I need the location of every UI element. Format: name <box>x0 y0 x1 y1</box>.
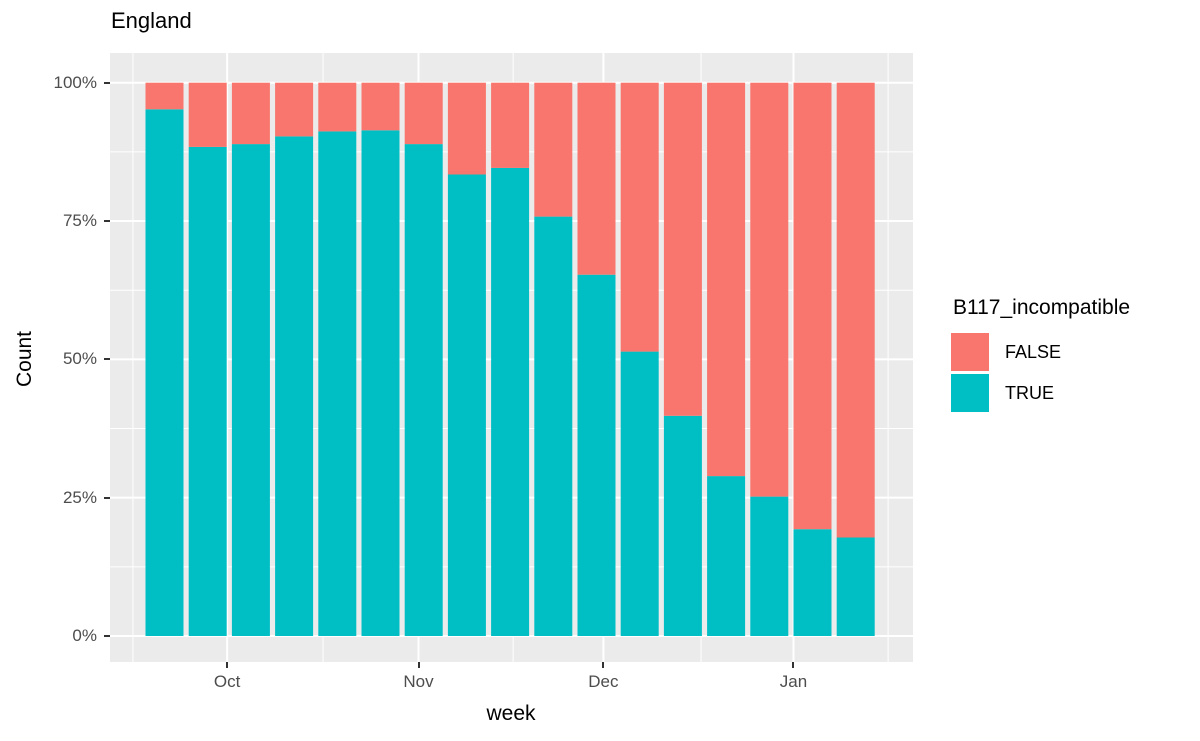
legend-item-false: FALSE <box>951 333 1130 371</box>
bar-segment-false-week-5 <box>318 82 357 132</box>
bar-segment-true-week-10 <box>534 216 573 636</box>
legend-swatch-false-icon <box>951 333 989 371</box>
bar-segment-false-week-14 <box>707 82 746 477</box>
bar-segment-false-week-16 <box>793 82 832 530</box>
y-tick-mark <box>104 220 110 223</box>
bar-segment-false-week-1 <box>145 82 184 110</box>
bar-segment-false-week-10 <box>534 82 573 217</box>
bar-segment-true-week-6 <box>361 130 400 637</box>
bar-segment-false-week-4 <box>275 82 314 137</box>
bar-segment-true-week-9 <box>491 167 530 636</box>
y-tick-mark <box>104 81 110 84</box>
bar-segment-false-week-3 <box>231 82 270 145</box>
bar-segment-true-week-12 <box>620 351 659 636</box>
x-axis-title: week <box>486 702 536 725</box>
bar-segment-true-week-14 <box>707 476 746 636</box>
y-tick-label: 50% <box>62 349 97 369</box>
legend-title: B117_incompatible <box>953 296 1131 319</box>
bar-segment-false-week-7 <box>404 82 443 145</box>
y-tick-mark <box>104 358 110 361</box>
bar-segment-false-week-2 <box>188 82 227 147</box>
legend: B117_incompatible FALSE TRUE <box>951 296 1130 415</box>
x-tick-mark <box>602 662 605 668</box>
plot-panel <box>110 53 913 662</box>
bar-segment-false-week-12 <box>620 82 659 352</box>
bar-segment-false-week-11 <box>577 82 616 275</box>
x-tick-label: Jan <box>779 672 808 691</box>
y-tick-label: 100% <box>53 72 97 92</box>
legend-swatch-true-icon <box>951 374 989 412</box>
x-tick-mark <box>792 662 795 668</box>
x-tick-label: Oct <box>213 672 241 691</box>
legend-item-true: TRUE <box>951 374 1130 412</box>
bar-segment-true-week-11 <box>577 274 616 636</box>
bar-segment-true-week-2 <box>188 146 227 636</box>
x-tick-mark <box>417 662 420 668</box>
plot-title: England <box>111 8 192 33</box>
bar-segment-false-week-6 <box>361 82 400 131</box>
bar-segment-true-week-7 <box>404 144 443 636</box>
bar-segment-false-week-15 <box>750 82 789 497</box>
y-tick-label: 25% <box>62 487 97 507</box>
bar-segment-false-week-13 <box>663 82 702 416</box>
bar-segment-true-week-5 <box>318 131 357 636</box>
bar-segment-true-week-3 <box>231 144 270 636</box>
bar-segment-true-week-1 <box>145 109 184 637</box>
y-tick-label: 0% <box>72 626 97 645</box>
bar-segment-false-week-9 <box>491 82 530 168</box>
bar-segment-true-week-4 <box>275 136 314 636</box>
bar-segment-false-week-8 <box>447 82 486 175</box>
y-tick-mark <box>104 635 110 637</box>
bar-segment-true-week-17 <box>836 537 875 636</box>
x-tick-label: Nov <box>403 672 434 691</box>
x-tick-label: Dec <box>588 672 619 691</box>
x-tick-mark <box>226 662 229 668</box>
bar-segment-true-week-16 <box>793 529 832 636</box>
plot-panel-canvas <box>110 53 913 662</box>
legend-label-false: FALSE <box>1005 341 1062 362</box>
legend-label-true: TRUE <box>1005 382 1054 403</box>
bar-segment-true-week-13 <box>663 415 702 636</box>
y-tick-mark <box>104 496 110 499</box>
bar-segment-true-week-8 <box>447 174 486 636</box>
y-tick-label: 75% <box>62 211 97 231</box>
bar-segment-false-week-17 <box>836 82 875 538</box>
bar-segment-true-week-15 <box>750 496 789 636</box>
